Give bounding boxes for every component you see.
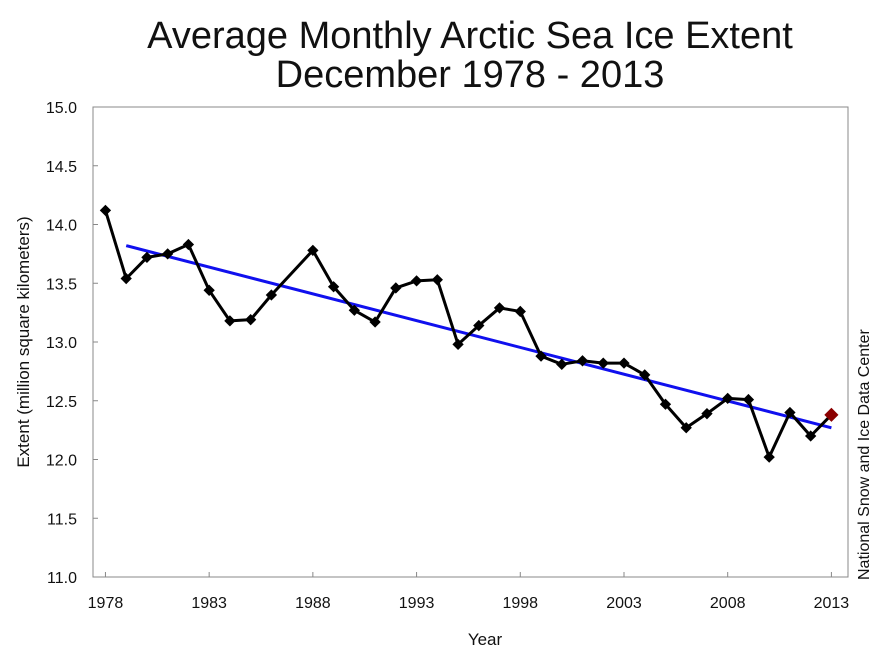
data-point-marker (265, 289, 278, 301)
x-axis-label: Year (468, 630, 503, 649)
data-point-marker (473, 319, 485, 332)
x-tick-label: 2013 (814, 595, 850, 612)
x-tick-label: 2008 (710, 595, 746, 612)
y-tick-label: 13.0 (46, 335, 77, 352)
plot-area (92, 106, 849, 578)
data-point-marker (659, 398, 672, 410)
x-axis: 1978 1983 1988 1993 1998 2003 2008 2013 (88, 572, 850, 612)
data-point-marker (390, 282, 402, 294)
data-point-marker (162, 248, 174, 260)
y-tick-label: 13.5 (46, 276, 77, 293)
highlight-point-marker (824, 407, 839, 422)
data-point-marker (431, 274, 443, 286)
trend-line (125, 244, 832, 430)
trend-layer (125, 244, 832, 430)
data-point-marker (701, 408, 713, 420)
x-tick-label: 1988 (295, 595, 331, 612)
data-point-marker (618, 357, 630, 369)
data-point-marker (763, 451, 775, 463)
y-tick-label: 11.5 (47, 511, 77, 528)
data-point-marker (742, 393, 755, 406)
data-point-marker (182, 238, 195, 251)
x-tick-label: 1998 (502, 595, 538, 612)
series-line (104, 209, 812, 459)
data-point-marker (576, 355, 589, 367)
data-point-marker (369, 316, 381, 328)
data-point-marker (556, 358, 568, 370)
x-tick-label: 1993 (399, 595, 435, 612)
data-point-marker (224, 315, 236, 327)
y-axis: 11.0 11.5 12.0 12.5 13.0 13.5 14.0 14.5 15.0 (46, 100, 98, 587)
series-layer (99, 204, 839, 463)
data-point-marker (680, 422, 692, 434)
y-tick-label: 15.0 (46, 100, 77, 117)
data-point-marker (722, 392, 734, 405)
chart-title-line2: December 1978 - 2013 (276, 54, 665, 96)
data-point-marker (348, 304, 361, 316)
data-point-marker (244, 314, 257, 326)
chart-title-line1: Average Monthly Arctic Sea Ice Extent (147, 15, 793, 57)
data-point-marker (203, 284, 215, 296)
x-tick-label: 2003 (606, 595, 642, 612)
data-point-marker (639, 369, 651, 381)
data-point-marker (327, 281, 340, 293)
y-tick-label: 11.0 (47, 570, 77, 587)
data-point-marker (597, 357, 609, 369)
data-point-marker (452, 338, 464, 351)
x-tick-label: 1983 (191, 595, 227, 612)
y-axis-label: Extent (million square kilometers) (14, 216, 33, 467)
y-tick-label: 14.5 (46, 159, 77, 176)
data-point-marker (99, 204, 112, 217)
data-point-marker (784, 406, 796, 419)
y-tick-label: 14.0 (46, 218, 77, 235)
source-credit: National Snow and Ice Data Center (856, 329, 873, 580)
data-point-marker (307, 244, 319, 257)
data-point-marker (535, 350, 547, 362)
x-tick-label: 1978 (88, 595, 124, 612)
y-tick-label: 12.5 (46, 394, 77, 411)
data-point-marker (141, 251, 153, 264)
data-point-marker (514, 305, 526, 318)
data-point-marker (493, 302, 506, 314)
y-tick-label: 12.0 (46, 453, 77, 470)
data-point-marker (410, 275, 423, 287)
